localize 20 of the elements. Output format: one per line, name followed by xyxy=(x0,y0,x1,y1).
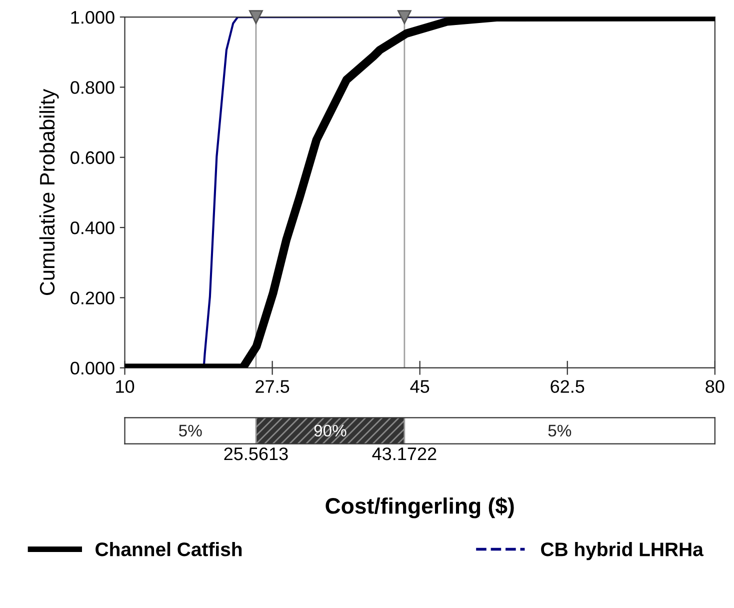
x-tick-label: 27.5 xyxy=(256,380,290,393)
text: 90% xyxy=(314,424,346,437)
text: 5% xyxy=(548,424,572,437)
y-tick-label: 0.600 xyxy=(70,151,114,164)
x-axis-title: Cost/fingerling ($) xyxy=(326,497,514,518)
y-tick-label: 1.000 xyxy=(71,10,114,24)
x-tick-label: 80 xyxy=(706,380,724,393)
text: 43.1722 xyxy=(372,447,436,460)
y-tick-label: 0.400 xyxy=(70,221,114,234)
x-tick-label: 62.5 xyxy=(550,380,584,393)
y-tick-label: 0.800 xyxy=(70,81,114,94)
text: 25.5613 xyxy=(224,447,288,460)
y-axis-title: Cumulative Probability xyxy=(39,88,59,295)
text: 5% xyxy=(178,424,202,437)
y-tick-label: 0.200 xyxy=(70,292,114,304)
x-tick-label: 10 xyxy=(116,380,134,393)
legend-label: CB hybrid LHRHa xyxy=(541,542,704,560)
x-tick-label: 45 xyxy=(410,380,430,393)
y-tick-label: 0.000 xyxy=(70,362,114,375)
legend-label: Channel Catfish xyxy=(96,542,242,556)
